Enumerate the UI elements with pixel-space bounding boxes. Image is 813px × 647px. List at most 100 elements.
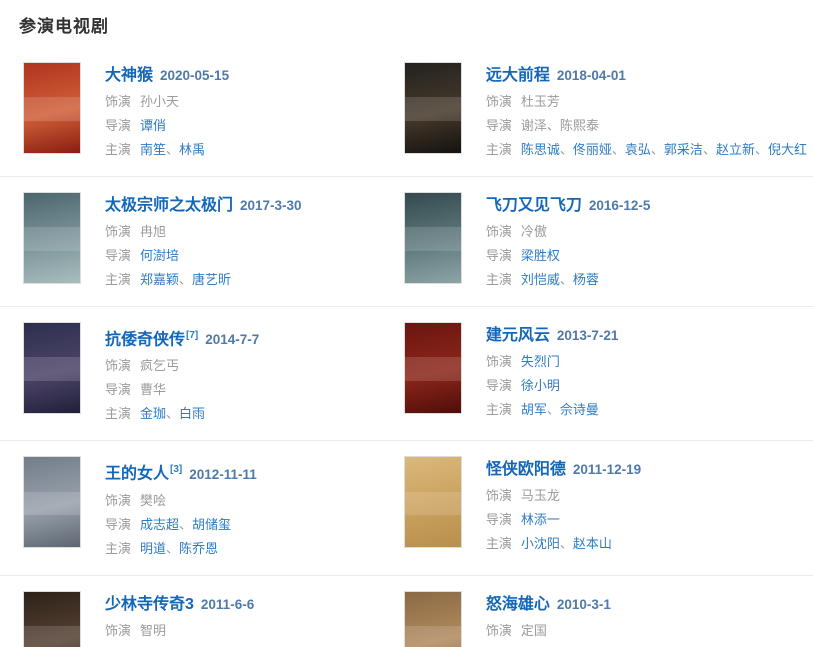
role-line: 饰演 孙小天 <box>105 90 229 114</box>
name-separator: 、 <box>179 516 193 532</box>
poster-da-shen-hou[interactable] <box>23 62 81 154</box>
release-date: 2011-12-19 <box>572 462 642 478</box>
drama-title-link[interactable]: 怒海雄心 <box>485 595 550 613</box>
star-line: 主演 南笙、林禹 <box>105 138 229 162</box>
drama-title-link[interactable]: 王的女人 <box>105 465 170 483</box>
person-link[interactable]: 失烈门 <box>520 354 560 369</box>
title-line: 飞刀又见飞刀 2016-12-5 <box>486 196 651 216</box>
poster-jian-yuan-feng-yun[interactable] <box>403 322 462 414</box>
poster-guai-xia-ou-yang-de[interactable] <box>403 456 462 549</box>
person-link[interactable]: 白雨 <box>179 406 206 422</box>
person-link[interactable]: 陈思诚 <box>520 142 560 157</box>
star-line: 主演 郑嘉颖、唐艺昕 <box>105 268 302 292</box>
person-link[interactable]: 赵本山 <box>572 536 612 552</box>
person-link[interactable]: 谭俏 <box>140 118 167 133</box>
person-link[interactable]: 梁胜权 <box>520 248 560 263</box>
person-link[interactable]: 明道 <box>140 540 167 556</box>
drama-entry: 远大前程 2018-04-01 饰演 杜玉芳 导演 谢泽、陈熙泰 主演 陈思诚、佟丽娅、… <box>374 47 813 177</box>
title-line: 大神猴 2020-05-15 <box>105 66 229 86</box>
director-line: 导演 谭俏 <box>105 114 229 138</box>
director-values: 成志超、胡储玺 <box>140 517 231 532</box>
poster-nu-hai-xiong-xin[interactable] <box>403 590 462 647</box>
person-link[interactable]: 郑嘉颖 <box>140 272 180 287</box>
role-values: 冉旭 <box>140 224 166 239</box>
person-link[interactable]: 佘诗曼 <box>559 402 599 417</box>
role-values: 失烈门 <box>521 354 560 369</box>
drama-info: 怪侠欧阳德 2011-12-19 饰演 马玉龙 导演 林添一 主演 小沈阳、赵本山 <box>486 456 641 560</box>
star-values: 南笙、林禹 <box>140 142 205 157</box>
drama-title-link[interactable]: 大神猴 <box>105 67 154 84</box>
section-title: 参演电视剧 <box>19 17 109 36</box>
reference-sup-link[interactable]: [3] <box>170 464 183 476</box>
star-values: 郑嘉颖、唐艺昕 <box>140 272 231 287</box>
director-values: 林添一 <box>521 512 560 527</box>
poster-tai-ji-zong-shi[interactable] <box>23 192 81 284</box>
star-label: 主演 <box>105 142 132 157</box>
drama-title-link[interactable]: 抗倭奇侠传 <box>105 331 186 349</box>
person-name: 疯乞丐 <box>140 358 180 374</box>
person-link[interactable]: 何澍培 <box>140 248 180 263</box>
director-label: 导演 <box>105 248 132 263</box>
director-label: 导演 <box>485 248 512 263</box>
drama-title-link[interactable]: 建元风云 <box>485 327 550 344</box>
drama-title-link[interactable]: 少林寺传奇3 <box>105 595 194 613</box>
person-link[interactable]: 赵立新 <box>715 142 755 157</box>
star-label: 主演 <box>105 406 132 422</box>
person-link[interactable]: 袁弘 <box>624 142 651 157</box>
person-link[interactable]: 佟丽娅 <box>572 142 612 157</box>
reference-sup-link[interactable]: [7] <box>186 330 199 341</box>
star-line: 主演 陈思诚、佟丽娅、袁弘、郭采洁、赵立新、倪大红 <box>486 138 807 162</box>
name-separator: 、 <box>650 142 664 157</box>
person-name: 谢泽 <box>520 118 547 133</box>
person-link[interactable]: 倪大红 <box>767 142 807 157</box>
drama-title-link[interactable]: 远大前程 <box>485 67 550 84</box>
poster-shao-lin-si-chuan-qi-3[interactable] <box>23 590 81 647</box>
person-link[interactable]: 林添一 <box>520 512 560 528</box>
drama-entry: 飞刀又见飞刀 2016-12-5 饰演 冷傲 导演 梁胜权 主演 刘恺威、杨蓉 <box>374 177 813 307</box>
drama-title-link[interactable]: 太极宗师之太极门 <box>105 197 234 214</box>
star-label: 主演 <box>485 536 512 552</box>
poster-yuan-da-qian-cheng[interactable] <box>403 62 462 154</box>
person-link[interactable]: 郭采洁 <box>663 142 703 157</box>
role-line: 饰演 疯乞丐 <box>105 354 259 378</box>
person-link[interactable]: 南笙 <box>140 142 167 157</box>
drama-entry: 建元风云 2013-7-21 饰演 失烈门 导演 徐小明 主演 胡军、佘诗曼 <box>374 307 813 442</box>
title-line: 太极宗师之太极门 2017-3-30 <box>105 196 302 216</box>
name-separator: 、 <box>611 142 625 157</box>
person-link[interactable]: 林禹 <box>179 142 206 157</box>
title-line: 建元风云 2013-7-21 <box>486 326 619 346</box>
star-label: 主演 <box>105 540 132 556</box>
poster-kang-wo-qi-xia[interactable] <box>23 322 81 414</box>
poster-wang-de-nv-ren[interactable] <box>23 456 81 549</box>
director-line: 导演 曹华 <box>105 378 259 402</box>
role-label: 饰演 <box>105 622 132 638</box>
poster-fei-dao[interactable] <box>403 192 462 284</box>
director-line: 导演 林添一 <box>486 508 641 532</box>
star-values: 胡军、佘诗曼 <box>521 402 599 417</box>
role-values: 冷傲 <box>521 224 547 239</box>
person-link[interactable]: 小沈阳 <box>520 536 560 552</box>
person-link[interactable]: 杨蓉 <box>572 272 599 287</box>
director-values: 谭俏 <box>140 118 166 133</box>
title-line: 抗倭奇侠传[7] 2014-7-7 <box>105 326 259 350</box>
star-values: 小沈阳、赵本山 <box>521 536 612 551</box>
person-link[interactable]: 胡储玺 <box>192 516 232 532</box>
role-label: 饰演 <box>105 358 132 374</box>
drama-entry: 大神猴 2020-05-15 饰演 孙小天 导演 谭俏 主演 南笙、林禹 <box>0 47 375 177</box>
star-values: 刘恺威、杨蓉 <box>521 272 599 287</box>
person-link[interactable]: 胡军 <box>520 402 547 417</box>
person-link[interactable]: 徐小明 <box>520 378 560 393</box>
person-link[interactable]: 唐艺昕 <box>192 272 232 287</box>
person-name: 定国 <box>520 622 547 638</box>
role-values: 智明 <box>140 623 166 638</box>
drama-title-link[interactable]: 怪侠欧阳德 <box>485 461 566 479</box>
name-separator: 、 <box>546 118 560 133</box>
person-link[interactable]: 陈乔恩 <box>179 540 219 556</box>
person-link[interactable]: 成志超 <box>140 516 180 532</box>
release-date: 2013-7-21 <box>556 328 619 343</box>
person-link[interactable]: 金珈 <box>140 406 167 422</box>
drama-title-link[interactable]: 飞刀又见飞刀 <box>485 197 582 214</box>
drama-entry: 太极宗师之太极门 2017-3-30 饰演 冉旭 导演 何澍培 主演 郑嘉颖、唐艺昕 <box>0 177 375 307</box>
person-link[interactable]: 刘恺威 <box>520 272 560 287</box>
